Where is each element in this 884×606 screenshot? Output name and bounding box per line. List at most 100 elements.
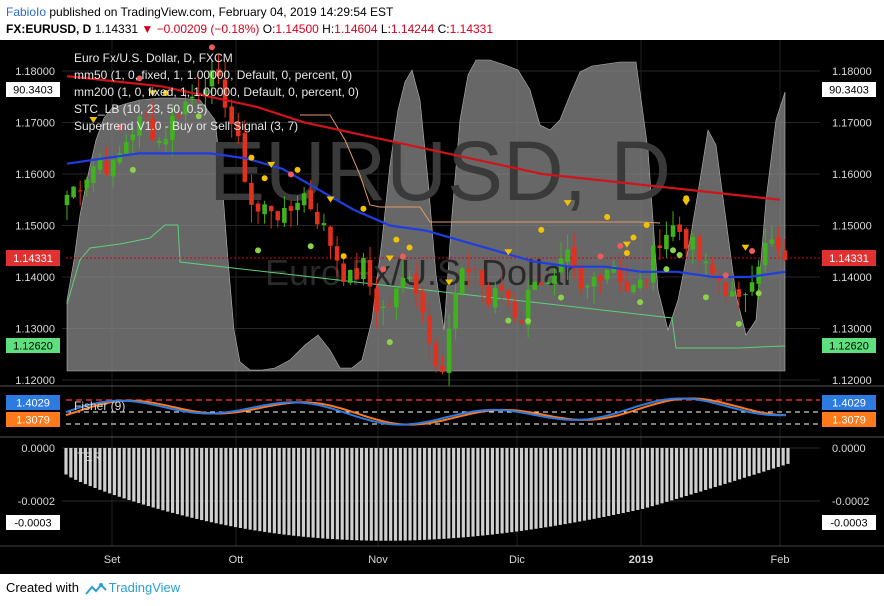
iter-bar — [398, 448, 402, 541]
time-axis[interactable]: Set Ott Nov Dic 2019 Feb — [104, 554, 790, 566]
signal-triangles — [89, 90, 750, 286]
candle-up — [637, 279, 643, 288]
signal-triangle — [622, 241, 631, 248]
iter-bar — [175, 448, 180, 515]
iter-legend[interactable]: ITER — [74, 450, 102, 464]
iter-bar — [636, 448, 640, 510]
signal-triangle — [741, 244, 750, 251]
candle-up — [97, 159, 103, 170]
iter-bar — [529, 448, 533, 530]
iter-bar — [296, 448, 301, 537]
iter-bar — [713, 448, 717, 487]
stc-badge-left-text: 90.3403 — [13, 85, 53, 97]
iter-bar — [674, 448, 679, 499]
signal-dot — [386, 339, 393, 346]
candle-down — [426, 315, 432, 344]
candle-up — [380, 306, 386, 309]
iter-bar — [384, 448, 388, 541]
candle-down — [710, 264, 715, 274]
signal-dot — [670, 247, 677, 254]
signal-dot — [538, 226, 545, 233]
iter-bar — [359, 448, 364, 541]
author-link[interactable]: FabioIo — [6, 5, 47, 19]
main-legend[interactable]: Euro Fx/U.S. Dollar, D, FXCM mm50 (1, 0, … — [74, 51, 359, 133]
stc-badge-right — [822, 82, 876, 97]
candle-down — [387, 304, 393, 306]
iter-bar — [592, 448, 596, 519]
iter-bar — [108, 448, 112, 494]
candle-down — [571, 246, 577, 269]
candle-down — [473, 268, 478, 270]
iter-bar — [660, 448, 664, 504]
candle-down — [374, 288, 379, 312]
iter-pane[interactable]: ITER 0.0000 -0.0002 0.0000 -0.0002 -0.00… — [6, 443, 876, 541]
support-badge-right — [822, 338, 876, 353]
candle-up — [670, 225, 676, 237]
price-tick-left: 1.12000 — [15, 375, 55, 387]
iter-bar — [156, 448, 160, 509]
candle-down — [143, 115, 149, 117]
iter-bar — [505, 448, 509, 533]
iter-bar — [340, 448, 344, 540]
chart-header: FabioIo published on TradingView.com, Fe… — [0, 0, 884, 40]
price-tick-right: 1.17000 — [832, 118, 872, 130]
candle-up — [453, 292, 458, 329]
candle-up — [585, 285, 590, 288]
signal-triangle — [326, 196, 335, 203]
candle-down — [618, 267, 623, 283]
iter-bar — [112, 448, 117, 496]
signal-dot — [505, 317, 512, 324]
chart-canvas[interactable]: EURUSD, D Euro Fx/U.S. Dollar Euro Fx/U.… — [0, 40, 884, 574]
signal-dot — [399, 253, 406, 260]
candle-up — [769, 239, 775, 244]
price-tick-left: 1.17000 — [15, 118, 55, 130]
signal-dot — [261, 175, 268, 182]
iter-bar — [389, 448, 393, 541]
iter-bar — [272, 448, 276, 534]
candle-up — [156, 140, 162, 144]
candle-up — [321, 223, 327, 226]
signal-dot — [702, 294, 709, 301]
signal-dot — [643, 222, 650, 229]
candle-down — [512, 301, 518, 318]
candle-up — [91, 166, 96, 184]
candle-down — [723, 281, 729, 297]
iter-bar — [515, 448, 519, 532]
signal-dot — [623, 249, 630, 256]
iter-bar — [587, 448, 591, 520]
fisher-pane[interactable]: Fisher (9) 1.4029 1.3079 1.4029 1.3079 — [6, 395, 876, 427]
signal-triangle — [89, 116, 98, 123]
supertrend-resistance-line — [300, 114, 661, 224]
tradingview-logo-icon — [84, 582, 107, 595]
fisher-legend[interactable]: Fisher (9) — [74, 399, 125, 413]
iter-tick-right-0: 0.0000 — [832, 443, 866, 455]
iter-bar — [151, 448, 155, 508]
candle-up — [565, 249, 570, 262]
tradingview-link[interactable]: TradingView — [108, 580, 181, 595]
signal-dot — [663, 266, 670, 273]
price-pane[interactable]: EURUSD, D Euro Fx/U.S. Dollar Euro Fx/U.… — [6, 40, 876, 546]
ohlc-line: FX:EURUSD, D 1.14331 ▼ −0.00209 (−0.18%)… — [6, 22, 493, 36]
iter-bar — [742, 448, 746, 478]
iter-bar — [132, 448, 136, 502]
signal-dot — [248, 154, 255, 161]
iter-bar — [708, 448, 713, 489]
iter-bar — [655, 448, 659, 505]
stc-badge-left — [6, 82, 60, 97]
iter-bar — [476, 448, 480, 537]
candle-up — [71, 186, 76, 198]
iter-bar — [137, 448, 141, 504]
iter-bar — [597, 448, 601, 518]
signal-triangle — [504, 249, 513, 256]
mm200-line — [66, 75, 781, 201]
supertrend-support-line — [66, 224, 786, 349]
iter-bar — [117, 448, 121, 497]
iter-bar — [326, 448, 330, 539]
iter-bar — [364, 448, 369, 541]
iter-bar — [631, 448, 635, 512]
iter-bar — [229, 448, 233, 527]
iter-bar — [267, 448, 272, 533]
price-tick-left: 1.15000 — [15, 221, 55, 233]
candle-up — [703, 261, 709, 264]
price-change: −0.00209 (−0.18%) — [156, 22, 260, 36]
